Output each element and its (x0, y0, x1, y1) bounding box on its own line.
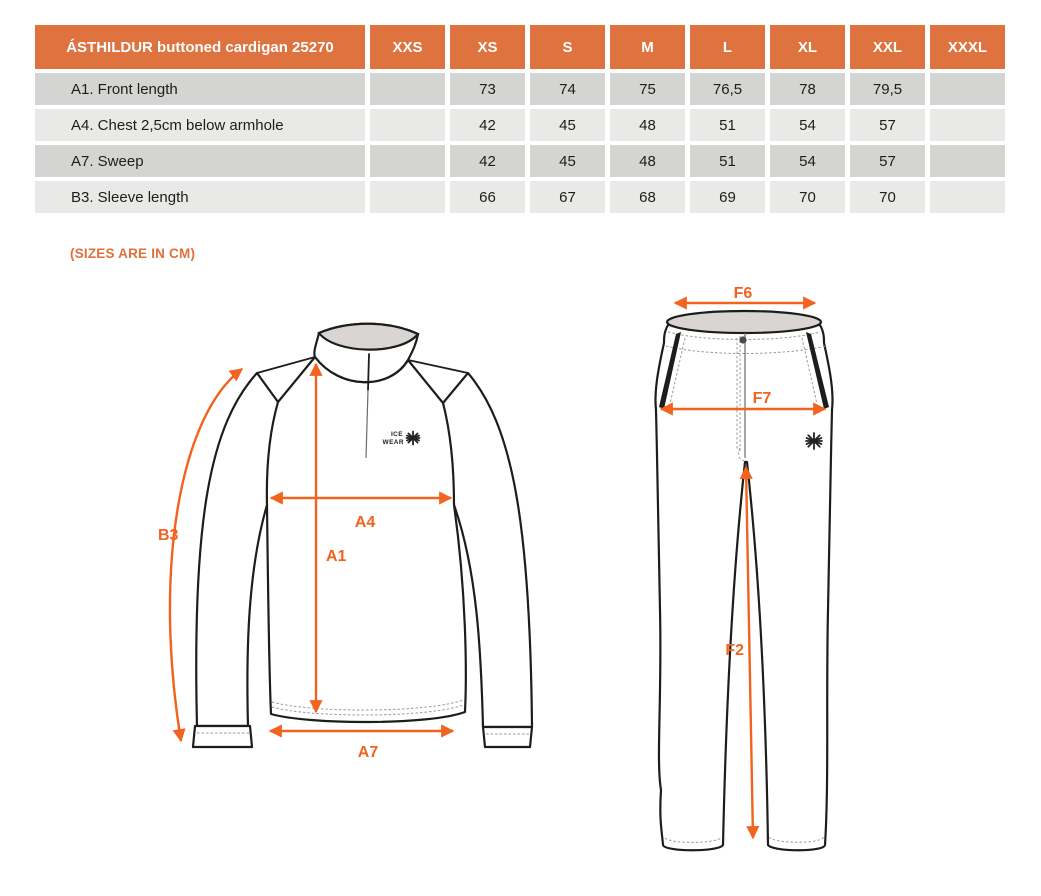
units-note: (SIZES ARE IN CM) (70, 246, 196, 261)
measurement-value: 74 (530, 73, 605, 105)
measurement-value (370, 181, 445, 213)
size-column-header: XXXL (930, 25, 1005, 69)
size-column-header: XL (770, 25, 845, 69)
snowflake-icon (405, 430, 421, 446)
measurement-value: 76,5 (690, 73, 765, 105)
measurement-value: 45 (530, 109, 605, 141)
measurement-value: 54 (770, 109, 845, 141)
f6-label: F6 (734, 285, 753, 302)
measurement-value: 70 (850, 181, 925, 213)
measurement-value: 42 (450, 145, 525, 177)
measurement-value: 57 (850, 109, 925, 141)
size-table-body: A1. Front length 73 74 75 76,5 78 79,5 A4. Ches… (35, 73, 1005, 213)
zipper-line (367, 353, 370, 391)
snowflake-icon (805, 432, 823, 450)
a4-label: A4 (355, 514, 376, 531)
f2-label: F2 (725, 642, 744, 659)
measurement-value (930, 73, 1005, 105)
sweater-measurements: B3 A4 A1 A7 (158, 362, 455, 761)
measurement-value: 66 (450, 181, 525, 213)
b3-arrow (168, 368, 244, 743)
measurement-value: 70 (770, 181, 845, 213)
b3-label: B3 (158, 527, 179, 544)
measurement-value: 57 (850, 145, 925, 177)
measurement-value: 75 (610, 73, 685, 105)
icewear-logo: ICE WEAR (383, 430, 421, 446)
right-pocket (806, 332, 829, 409)
measurement-value: 68 (610, 181, 685, 213)
size-column-header: M (610, 25, 685, 69)
waistband-opening (665, 309, 823, 335)
pants-diagram: F6 F7 F2 (654, 285, 834, 852)
sweater-collar-opening (317, 322, 420, 351)
pants-measurements: F6 F7 F2 (659, 285, 827, 840)
measurement-label: B3. Sleeve length (35, 181, 365, 213)
size-column-header: XXS (370, 25, 445, 69)
measurement-value: 54 (770, 145, 845, 177)
a7-label: A7 (358, 744, 379, 761)
measurement-value (930, 145, 1005, 177)
pants-outline (654, 309, 834, 852)
a1-label: A1 (326, 548, 347, 565)
size-column-header: XS (450, 25, 525, 69)
measurement-value (930, 109, 1005, 141)
measurement-value (370, 145, 445, 177)
measurement-value: 51 (690, 145, 765, 177)
measurement-value: 51 (690, 109, 765, 141)
table-row: A4. Chest 2,5cm below armhole 42 45 48 51 54 5… (35, 109, 1005, 141)
size-column-header: L (690, 25, 765, 69)
left-pocket (659, 332, 681, 409)
measurement-label: A7. Sweep (35, 145, 365, 177)
measurement-value: 48 (610, 109, 685, 141)
waist-button (739, 336, 747, 344)
sweater-diagram: ICE WEAR B3 A4 A1 A7 (158, 322, 534, 761)
measurement-value: 42 (450, 109, 525, 141)
product-title: ÁSTHILDUR buttoned cardigan 25270 (35, 25, 365, 69)
sweater-body (265, 355, 467, 724)
table-row: A7. Sweep 42 45 48 51 54 57 (35, 145, 1005, 177)
logo-text-ice: ICE (391, 431, 403, 438)
size-table-head-row: ÁSTHILDUR buttoned cardigan 25270 XXS XS S… (35, 25, 1005, 69)
measurement-value (930, 181, 1005, 213)
sweater-right-cuff (481, 725, 534, 749)
sweater-left-sleeve (195, 371, 280, 728)
measurement-value: 67 (530, 181, 605, 213)
measurement-value: 73 (450, 73, 525, 105)
measurement-label: A1. Front length (35, 73, 365, 105)
measurement-value: 78 (770, 73, 845, 105)
measurement-value: 48 (610, 145, 685, 177)
measurement-value: 45 (530, 145, 605, 177)
f7-label: F7 (753, 390, 772, 407)
pants-body (654, 323, 834, 852)
measurement-value: 69 (690, 181, 765, 213)
f2-arrow (739, 465, 760, 840)
size-column-header: XXL (850, 25, 925, 69)
measurement-value (370, 73, 445, 105)
measurement-value (370, 109, 445, 141)
sweater-left-cuff (191, 724, 254, 749)
sweater-outline: ICE WEAR (191, 322, 534, 749)
measurement-label: A4. Chest 2,5cm below armhole (35, 109, 365, 141)
size-table: ÁSTHILDUR buttoned cardigan 25270 XXS XS S… (30, 21, 1010, 217)
table-row: A1. Front length 73 74 75 76,5 78 79,5 (35, 73, 1005, 105)
measurement-value: 79,5 (850, 73, 925, 105)
size-column-header: S (530, 25, 605, 69)
logo-text-wear: WEAR (383, 439, 404, 446)
table-row: B3. Sleeve length 66 67 68 69 70 70 (35, 181, 1005, 213)
